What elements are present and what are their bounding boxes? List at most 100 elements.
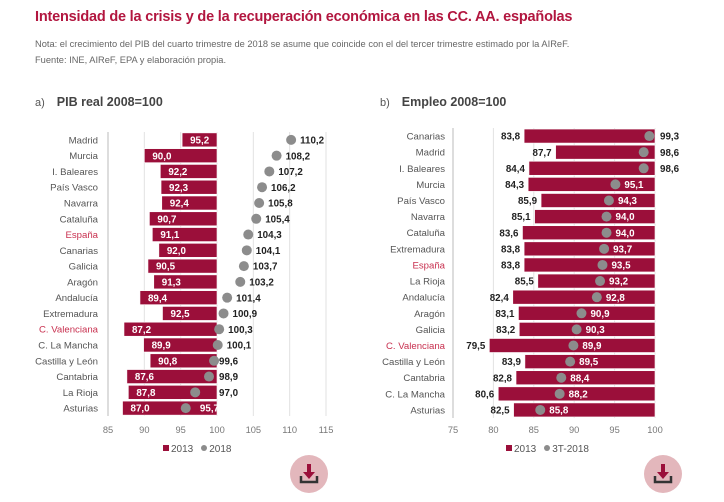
- chartb-bar: [527, 177, 656, 192]
- chartb-dot: [556, 372, 567, 383]
- chartb-bar: [518, 322, 656, 337]
- charta-bar-value-label: 91,3: [162, 277, 182, 288]
- chartb-category-label: I. Baleares: [399, 164, 445, 175]
- chartb-dot: [554, 388, 565, 399]
- chartb-dot: [644, 131, 655, 142]
- charta-dot-value-label: 110,2: [300, 135, 325, 146]
- legend-swatch-dot: [544, 445, 551, 451]
- chartb-category-label: Galicia: [416, 325, 446, 336]
- chartb-bar: [528, 160, 656, 176]
- charta-dot: [209, 355, 220, 366]
- chartb-category-label: España: [412, 260, 445, 271]
- download-button-a[interactable]: [290, 455, 328, 493]
- legend-a: 2013 2018: [163, 444, 232, 455]
- chartb-bar-value-label: 85,5: [515, 277, 535, 288]
- charta-category-label: Asturias: [63, 404, 98, 415]
- charta-dot: [264, 166, 275, 177]
- chartb-dot: [638, 147, 649, 158]
- chartb-bar: [513, 402, 656, 418]
- charta-tick-label: 100: [209, 425, 225, 435]
- charta-tick-label: 95: [175, 425, 185, 435]
- chartb-dot-value-label: 98,6: [660, 148, 680, 159]
- legend-swatch-bar: [163, 445, 169, 451]
- charta-bar-value-label: 95,2: [190, 135, 210, 146]
- charta-bar-value-label: 89,4: [148, 293, 168, 304]
- charta-bar: [160, 179, 218, 195]
- charta-bar-value-label: 90,8: [158, 356, 178, 367]
- charta-bar: [139, 290, 218, 305]
- chartb-bar: [497, 386, 656, 402]
- panel-b-name: Empleo 2008=100: [401, 95, 507, 109]
- charta-bar: [152, 227, 218, 242]
- charta-bar: [162, 306, 218, 321]
- chartb-category-label: La Rioja: [410, 277, 446, 288]
- charta-category-label: España: [65, 230, 98, 241]
- panel-a-name: PIB real 2008=100: [56, 95, 163, 109]
- chartb-dot: [597, 259, 608, 270]
- chartb-dot-value-label: 88,4: [570, 373, 590, 384]
- chartb-bar: [515, 370, 656, 386]
- charta-bar-value-label: 91,1: [160, 230, 180, 241]
- charta-dot-value-label: 107,2: [278, 167, 303, 178]
- download-button-b[interactable]: [644, 455, 682, 493]
- chartb-dot: [591, 292, 602, 303]
- chartb-category-label: Cantabria: [403, 373, 445, 384]
- chartb-category-label: C. La Mancha: [385, 389, 445, 400]
- chartb-bar: [518, 305, 656, 321]
- charta-dot: [190, 387, 201, 398]
- download-icon: [653, 464, 673, 484]
- charta-tick-label: 90: [139, 425, 149, 435]
- charta-bar-value-label: 90,0: [152, 151, 172, 162]
- chartb-bar-value-label: 85,9: [518, 196, 538, 207]
- chartb-dot-value-label: 85,8: [549, 406, 569, 417]
- chartb-bar-value-label: 84,3: [505, 180, 525, 191]
- charta-dot: [241, 245, 252, 256]
- charta-category-label: País Vasco: [50, 183, 98, 194]
- charta-category-label: Cantabria: [56, 372, 98, 383]
- chartb-tick-label: 85: [529, 425, 539, 435]
- legend-label-3t2018: 3T-2018: [552, 444, 589, 455]
- legend-label-2013: 2013: [514, 444, 537, 455]
- charta-category-label: Galicia: [69, 262, 99, 273]
- chartb-dot-value-label: 92,8: [606, 293, 626, 304]
- chartb-dot-value-label: 95,1: [624, 180, 644, 191]
- chartb-bar-value-label: 84,4: [506, 164, 526, 175]
- charta-dot-value-label: 95,7: [200, 404, 220, 415]
- chartb-category-label: Castilla y León: [382, 357, 445, 368]
- charta-dot-value-label: 104,1: [256, 246, 281, 257]
- chartb-dot: [603, 195, 614, 206]
- chartb-bar-value-label: 83,9: [502, 357, 522, 368]
- panel-a-letter: a): [35, 97, 45, 109]
- chartb-category-label: Extremadura: [390, 244, 446, 255]
- charta-dot-value-label: 105,8: [268, 199, 293, 210]
- charta-dot-value-label: 106,2: [271, 183, 296, 194]
- chartb-dot-value-label: 93,5: [611, 261, 631, 272]
- chart-note: Nota: el crecimiento del PIB del cuarto …: [35, 39, 570, 49]
- charta-bar-value-label: 92,5: [171, 309, 191, 320]
- charta-bar-value-label: 92,2: [168, 167, 188, 178]
- charta-dot: [180, 403, 191, 414]
- chartb-dot: [638, 163, 649, 174]
- panel-b-letter: b): [380, 97, 390, 109]
- charta-dot: [222, 292, 233, 303]
- chartb-bar: [524, 354, 656, 369]
- charta-category-label: La Rioja: [63, 388, 99, 399]
- chartb-tick-label: 95: [609, 425, 619, 435]
- charta-category-label: Andalucía: [55, 293, 98, 304]
- charta-tick-label: 115: [319, 425, 334, 435]
- chartb-dot-value-label: 93,2: [609, 277, 629, 288]
- charta-dot-value-label: 97,0: [219, 388, 239, 399]
- panel-a-subtitle: a) PIB real 2008=100: [35, 95, 163, 109]
- charta-dot: [212, 340, 223, 350]
- charta-dot: [238, 261, 249, 272]
- chartb-bar: [540, 193, 656, 208]
- chartb-dot-value-label: 99,3: [660, 132, 680, 143]
- charta-dot-value-label: 105,4: [265, 214, 290, 225]
- chartb-dot-value-label: 90,3: [586, 325, 606, 336]
- charta-bar-value-label: 92,3: [169, 183, 189, 194]
- charta-dot: [235, 276, 246, 287]
- chartb-dot-value-label: 93,7: [613, 244, 633, 255]
- charta-dot: [218, 308, 229, 319]
- chartb-bar: [555, 144, 656, 160]
